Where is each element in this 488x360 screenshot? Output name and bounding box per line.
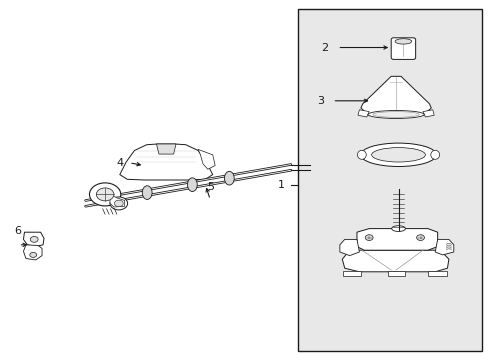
Polygon shape: [357, 110, 368, 117]
Ellipse shape: [367, 111, 424, 118]
Ellipse shape: [430, 150, 439, 159]
Ellipse shape: [142, 186, 152, 199]
Circle shape: [30, 237, 38, 242]
Bar: [298, 9, 481, 351]
Text: 4: 4: [116, 158, 123, 168]
Polygon shape: [198, 149, 215, 169]
Polygon shape: [434, 239, 453, 255]
Polygon shape: [156, 144, 176, 154]
Circle shape: [96, 188, 114, 201]
Ellipse shape: [224, 171, 234, 185]
Text: 5: 5: [206, 181, 213, 192]
Polygon shape: [339, 239, 359, 256]
Bar: [387, 271, 404, 276]
Polygon shape: [120, 144, 212, 180]
Polygon shape: [23, 232, 44, 247]
Circle shape: [30, 252, 37, 257]
Bar: [342, 271, 361, 276]
Circle shape: [114, 200, 123, 207]
Polygon shape: [23, 245, 42, 260]
Text: 3: 3: [316, 96, 323, 106]
Text: 6: 6: [14, 226, 21, 236]
Polygon shape: [356, 229, 437, 250]
Text: 2: 2: [321, 42, 328, 53]
Polygon shape: [422, 110, 433, 117]
Ellipse shape: [372, 112, 419, 117]
Circle shape: [110, 197, 127, 210]
Text: 1: 1: [278, 180, 285, 190]
Ellipse shape: [357, 150, 366, 159]
Ellipse shape: [187, 178, 197, 192]
Ellipse shape: [391, 226, 405, 231]
Circle shape: [416, 235, 424, 240]
Polygon shape: [110, 194, 124, 207]
Ellipse shape: [360, 143, 435, 166]
Polygon shape: [342, 250, 448, 272]
Circle shape: [89, 183, 121, 206]
Circle shape: [365, 235, 372, 240]
Polygon shape: [360, 76, 430, 115]
Ellipse shape: [394, 39, 411, 44]
FancyBboxPatch shape: [390, 38, 415, 59]
Ellipse shape: [371, 148, 425, 162]
Bar: [427, 271, 446, 276]
